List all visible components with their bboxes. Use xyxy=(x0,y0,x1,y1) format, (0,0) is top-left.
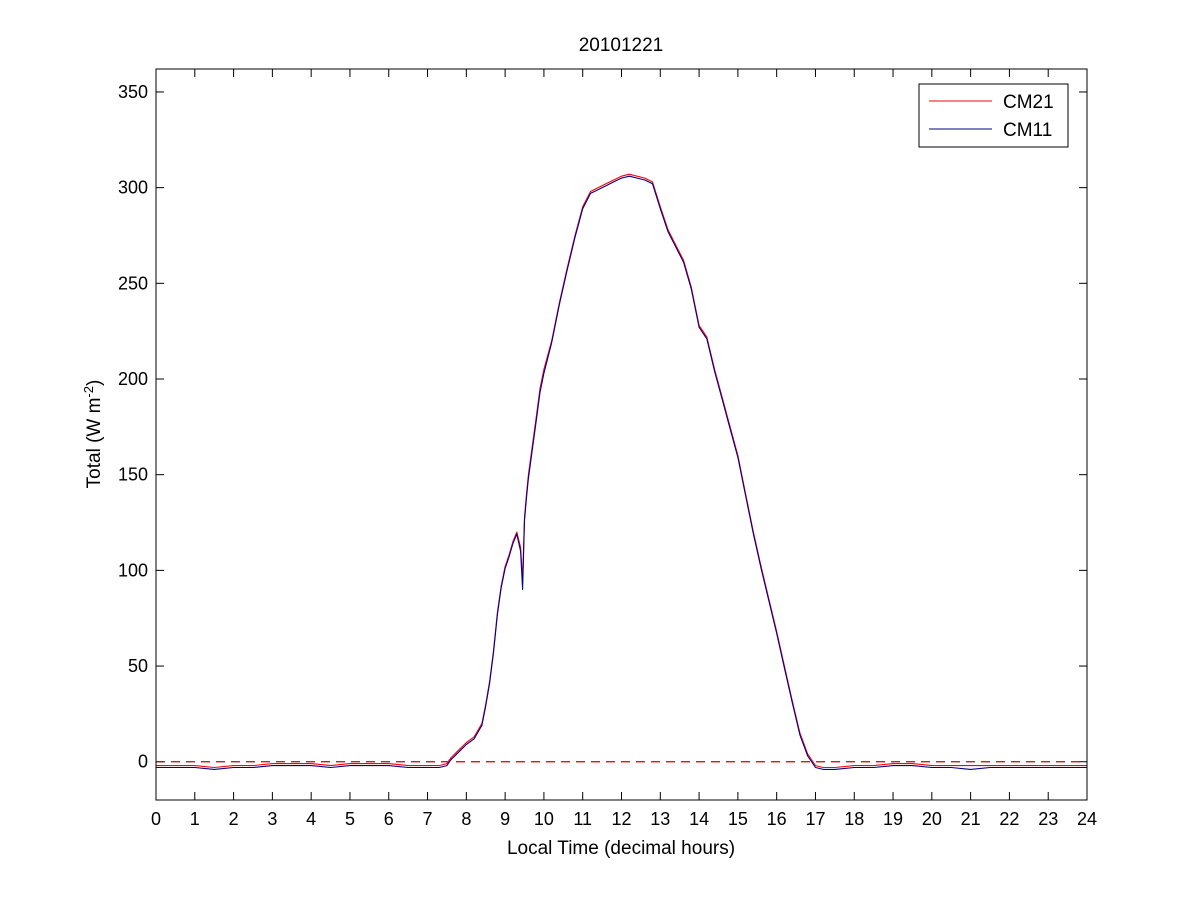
x-tick-label: 13 xyxy=(650,809,670,829)
y-tick-label: 250 xyxy=(118,273,148,293)
x-axis-ticks: 0 1 2 3 4 5 6 7 8 9 10 11 12 13 14 15 16 17 18 19 20 21 22 23 24 xyxy=(151,69,1097,829)
y-tick-label: 200 xyxy=(118,369,148,389)
x-tick-label: 9 xyxy=(500,809,510,829)
x-tick-label: 4 xyxy=(306,809,316,829)
chart-title: 20101221 xyxy=(579,35,664,56)
y-axis-title-close: ) xyxy=(84,380,105,386)
y-tick-label: 300 xyxy=(118,178,148,198)
x-axis-title: Local Time (decimal hours) xyxy=(507,838,735,859)
x-tick-label: 23 xyxy=(1038,809,1058,829)
x-tick-label: 17 xyxy=(805,809,825,829)
x-tick-label: 0 xyxy=(151,809,161,829)
x-tick-label: 24 xyxy=(1077,809,1097,829)
y-axis-ticks: 0 50 100 150 200 250 300 350 xyxy=(118,82,1087,772)
series-line-cm11 xyxy=(156,175,1087,770)
x-tick-label: 8 xyxy=(461,809,471,829)
x-tick-label: 10 xyxy=(534,809,554,829)
x-tick-label: 1 xyxy=(190,809,200,829)
y-tick-label: 0 xyxy=(138,752,148,772)
legend-label-cm11: CM11 xyxy=(1003,120,1052,141)
legend-box xyxy=(918,83,1069,148)
x-tick-label: 22 xyxy=(999,809,1019,829)
y-tick-label: 350 xyxy=(118,82,148,102)
y-tick-label: 50 xyxy=(128,656,148,676)
legend: CM21 CM11 xyxy=(918,83,1069,148)
x-tick-label: 16 xyxy=(767,809,787,829)
x-tick-label: 20 xyxy=(922,809,942,829)
y-axis-title: Total (W m-2) xyxy=(81,380,105,489)
x-tick-label: 18 xyxy=(844,809,864,829)
y-axis-title-base: Total (W m xyxy=(84,398,105,489)
y-axis-title-superscript: -2 xyxy=(81,386,96,398)
x-tick-label: 14 xyxy=(689,809,709,829)
x-tick-label: 2 xyxy=(229,809,239,829)
plot-background xyxy=(156,69,1087,800)
plot-frame xyxy=(155,68,1088,801)
y-tick-label: 150 xyxy=(118,465,148,485)
x-tick-label: 5 xyxy=(345,809,355,829)
x-tick-label: 12 xyxy=(611,809,631,829)
legend-label-cm21: CM21 xyxy=(1003,92,1054,113)
x-tick-label: 3 xyxy=(267,809,277,829)
series-layer xyxy=(156,173,1087,770)
x-tick-label: 15 xyxy=(728,809,748,829)
x-tick-label: 19 xyxy=(883,809,903,829)
x-tick-label: 6 xyxy=(384,809,394,829)
y-tick-label: 100 xyxy=(118,560,148,580)
x-tick-label: 21 xyxy=(961,809,981,829)
x-tick-label: 7 xyxy=(423,809,433,829)
series-line-cm21 xyxy=(156,173,1087,769)
x-tick-label: 11 xyxy=(573,809,592,829)
